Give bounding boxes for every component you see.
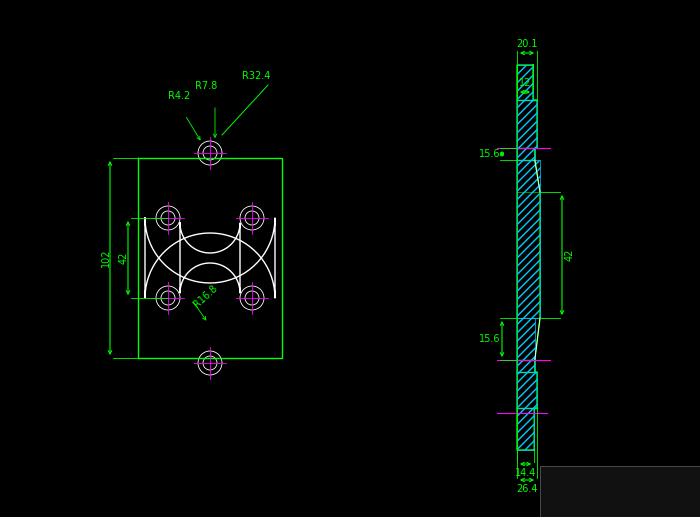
Bar: [517, 372, 537, 408]
Bar: [517, 408, 534, 450]
Text: 15.6: 15.6: [479, 334, 500, 344]
Text: R32.4: R32.4: [242, 71, 270, 81]
Bar: [540, 466, 700, 517]
Bar: [517, 160, 540, 318]
Bar: [517, 148, 535, 160]
Bar: [517, 100, 537, 148]
Text: 20.1: 20.1: [517, 39, 538, 49]
Text: 42: 42: [565, 249, 575, 261]
Text: 14.4: 14.4: [515, 468, 536, 478]
Bar: [517, 318, 535, 372]
Text: R4.2: R4.2: [168, 91, 190, 101]
Text: 26.4: 26.4: [517, 484, 538, 494]
Text: 12: 12: [519, 78, 531, 88]
Text: 102: 102: [101, 249, 111, 267]
Text: 42: 42: [119, 252, 129, 264]
Text: 15.6: 15.6: [479, 149, 500, 159]
Bar: [517, 65, 533, 100]
Text: R16.8: R16.8: [192, 283, 220, 309]
Text: R7.8: R7.8: [195, 81, 217, 91]
